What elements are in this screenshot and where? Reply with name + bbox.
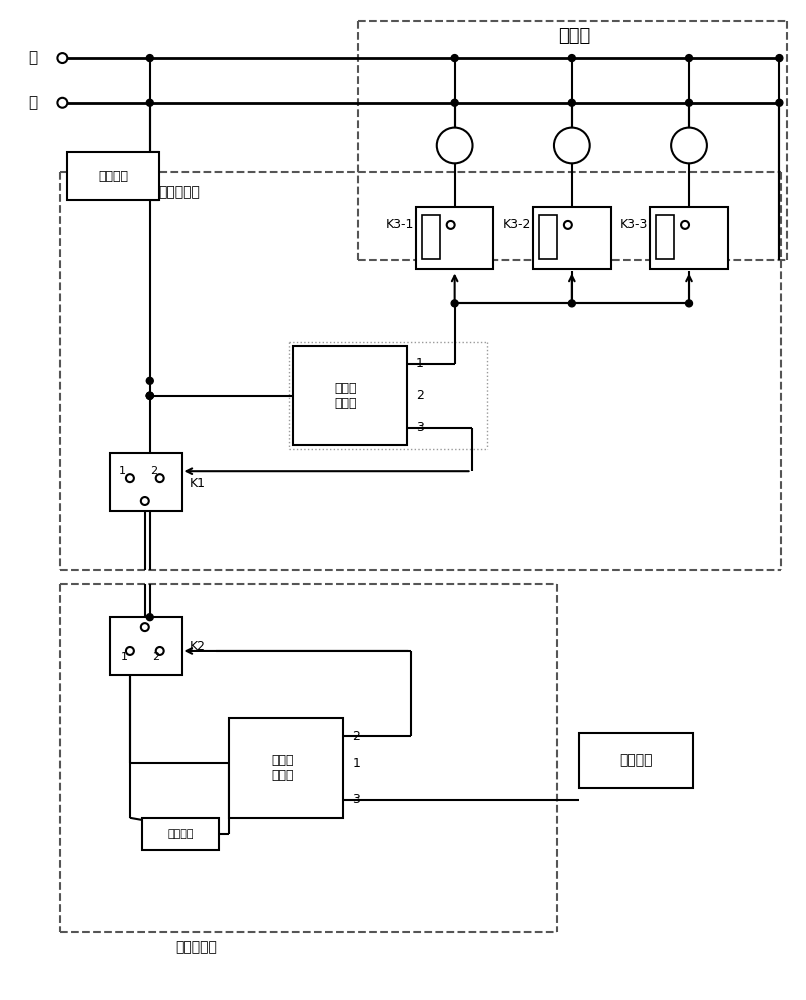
- Bar: [656, 215, 674, 259]
- Circle shape: [146, 392, 153, 399]
- Text: 1: 1: [118, 466, 126, 476]
- Text: 火: 火: [28, 51, 37, 66]
- Text: K1: K1: [189, 477, 206, 490]
- Text: 储能元件: 储能元件: [168, 829, 193, 839]
- Text: K2: K2: [189, 640, 206, 653]
- Text: 3: 3: [352, 793, 360, 806]
- Circle shape: [671, 128, 707, 163]
- Circle shape: [437, 128, 472, 163]
- Bar: [416, 207, 493, 269]
- Circle shape: [564, 221, 571, 229]
- Bar: [110, 617, 181, 675]
- Circle shape: [126, 647, 134, 655]
- Circle shape: [776, 99, 783, 106]
- Bar: [650, 207, 728, 269]
- Circle shape: [141, 497, 149, 505]
- Text: 2: 2: [150, 466, 157, 476]
- Circle shape: [146, 55, 153, 62]
- Circle shape: [156, 647, 164, 655]
- Text: 2: 2: [416, 389, 424, 402]
- Text: 1: 1: [416, 357, 424, 370]
- Circle shape: [686, 99, 692, 106]
- Bar: [68, 152, 159, 200]
- Text: 1: 1: [352, 757, 360, 770]
- Text: 负载组: 负载组: [558, 27, 590, 45]
- Circle shape: [451, 99, 458, 106]
- Circle shape: [57, 53, 68, 63]
- Bar: [293, 346, 407, 445]
- Bar: [539, 215, 557, 259]
- Text: 2: 2: [352, 730, 360, 743]
- Circle shape: [146, 392, 153, 399]
- Circle shape: [568, 300, 575, 307]
- Circle shape: [681, 221, 689, 229]
- Text: 2: 2: [152, 652, 160, 662]
- Text: 主动控制端: 主动控制端: [159, 185, 201, 199]
- Text: 执行元件: 执行元件: [619, 754, 653, 768]
- Circle shape: [686, 300, 692, 307]
- Circle shape: [146, 614, 153, 621]
- Bar: [229, 718, 343, 818]
- Circle shape: [451, 55, 458, 62]
- Text: 1: 1: [120, 652, 127, 662]
- Circle shape: [156, 474, 164, 482]
- Circle shape: [568, 55, 575, 62]
- Text: 3: 3: [416, 421, 424, 434]
- Bar: [533, 207, 611, 269]
- Circle shape: [554, 128, 590, 163]
- Circle shape: [141, 623, 149, 631]
- Text: 市电电源: 市电电源: [98, 170, 128, 183]
- Circle shape: [146, 377, 153, 384]
- Circle shape: [146, 99, 153, 106]
- Bar: [422, 215, 440, 259]
- Bar: [142, 818, 219, 850]
- Bar: [110, 453, 181, 511]
- Circle shape: [451, 300, 458, 307]
- Text: K3-3: K3-3: [620, 218, 648, 231]
- Circle shape: [57, 98, 68, 108]
- Text: 主动控
制电路: 主动控 制电路: [334, 382, 357, 410]
- Text: K3-1: K3-1: [385, 218, 414, 231]
- Text: K3-2: K3-2: [503, 218, 531, 231]
- Text: 零: 零: [28, 95, 37, 110]
- Circle shape: [126, 474, 134, 482]
- Text: 从动控制端: 从动控制端: [176, 940, 218, 954]
- Circle shape: [776, 55, 783, 62]
- Text: 从动控
制电路: 从动控 制电路: [271, 754, 293, 782]
- Circle shape: [686, 55, 692, 62]
- Circle shape: [568, 99, 575, 106]
- Circle shape: [447, 221, 455, 229]
- Bar: [579, 733, 693, 788]
- Circle shape: [146, 392, 153, 399]
